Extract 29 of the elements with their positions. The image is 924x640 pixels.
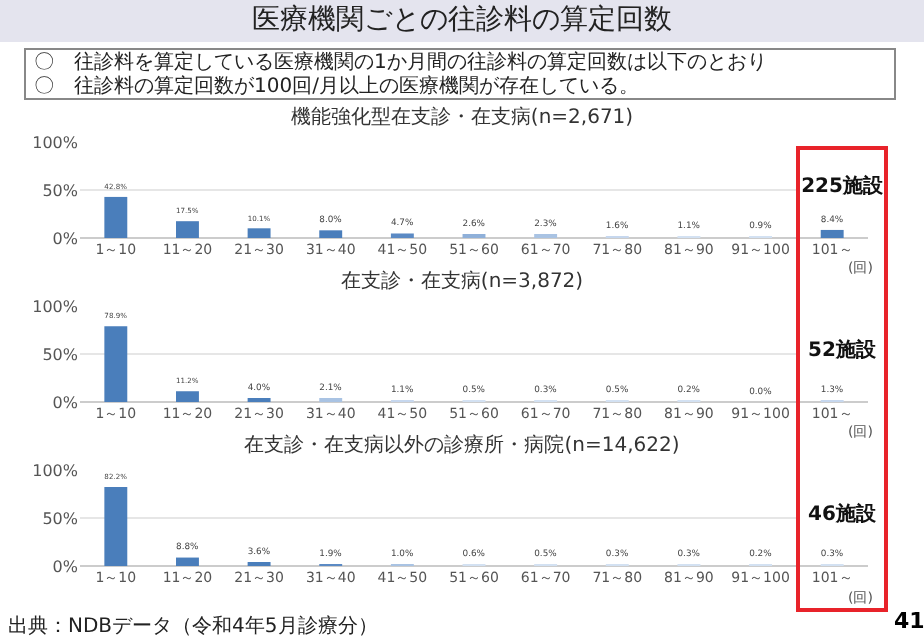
chart-title: 在支診・在支病以外の診療所・病院(n=14,622): [244, 433, 680, 458]
bar: [104, 196, 128, 238]
y-tick-label: 0%: [52, 393, 79, 412]
bar: [247, 228, 271, 238]
chart-title: 機能強化型在支診・在支病(n=2,671): [290, 105, 634, 130]
y-tick-label: 0%: [52, 229, 79, 248]
bar: [104, 326, 128, 402]
annotation: 46施設: [800, 500, 884, 528]
text: 〇 往診料を算定している医療機関の1か月間の往診料の算定回数は以下のとおり: [34, 52, 769, 75]
bar: [176, 557, 199, 566]
y-tick-label: 100%: [32, 133, 79, 152]
y-tick-label: 50%: [42, 345, 79, 364]
annotation: 225施設: [800, 172, 884, 200]
text: 医療機関ごとの往診料の算定回数: [0, 0, 924, 42]
y-tick-label: 50%: [42, 509, 79, 528]
bar: [104, 487, 128, 566]
annotation: 52施設: [800, 336, 884, 364]
bar: [319, 230, 343, 238]
y-tick-label: 50%: [42, 181, 79, 200]
y-tick-label: 100%: [32, 461, 79, 480]
text: 41: [894, 608, 924, 634]
bar: [820, 229, 844, 238]
y-tick-label: 0%: [52, 557, 79, 576]
bar: [176, 221, 199, 238]
y-tick-label: 100%: [32, 297, 79, 316]
bar: [176, 391, 199, 402]
text: 〇 往診料の算定回数が100回/月以上の医療機関が存在している。: [34, 76, 641, 100]
source-note: 出典：NDBデータ（令和4年5月診療分）: [8, 613, 378, 640]
chart-title: 在支診・在支病(n=3,872): [340, 269, 584, 294]
